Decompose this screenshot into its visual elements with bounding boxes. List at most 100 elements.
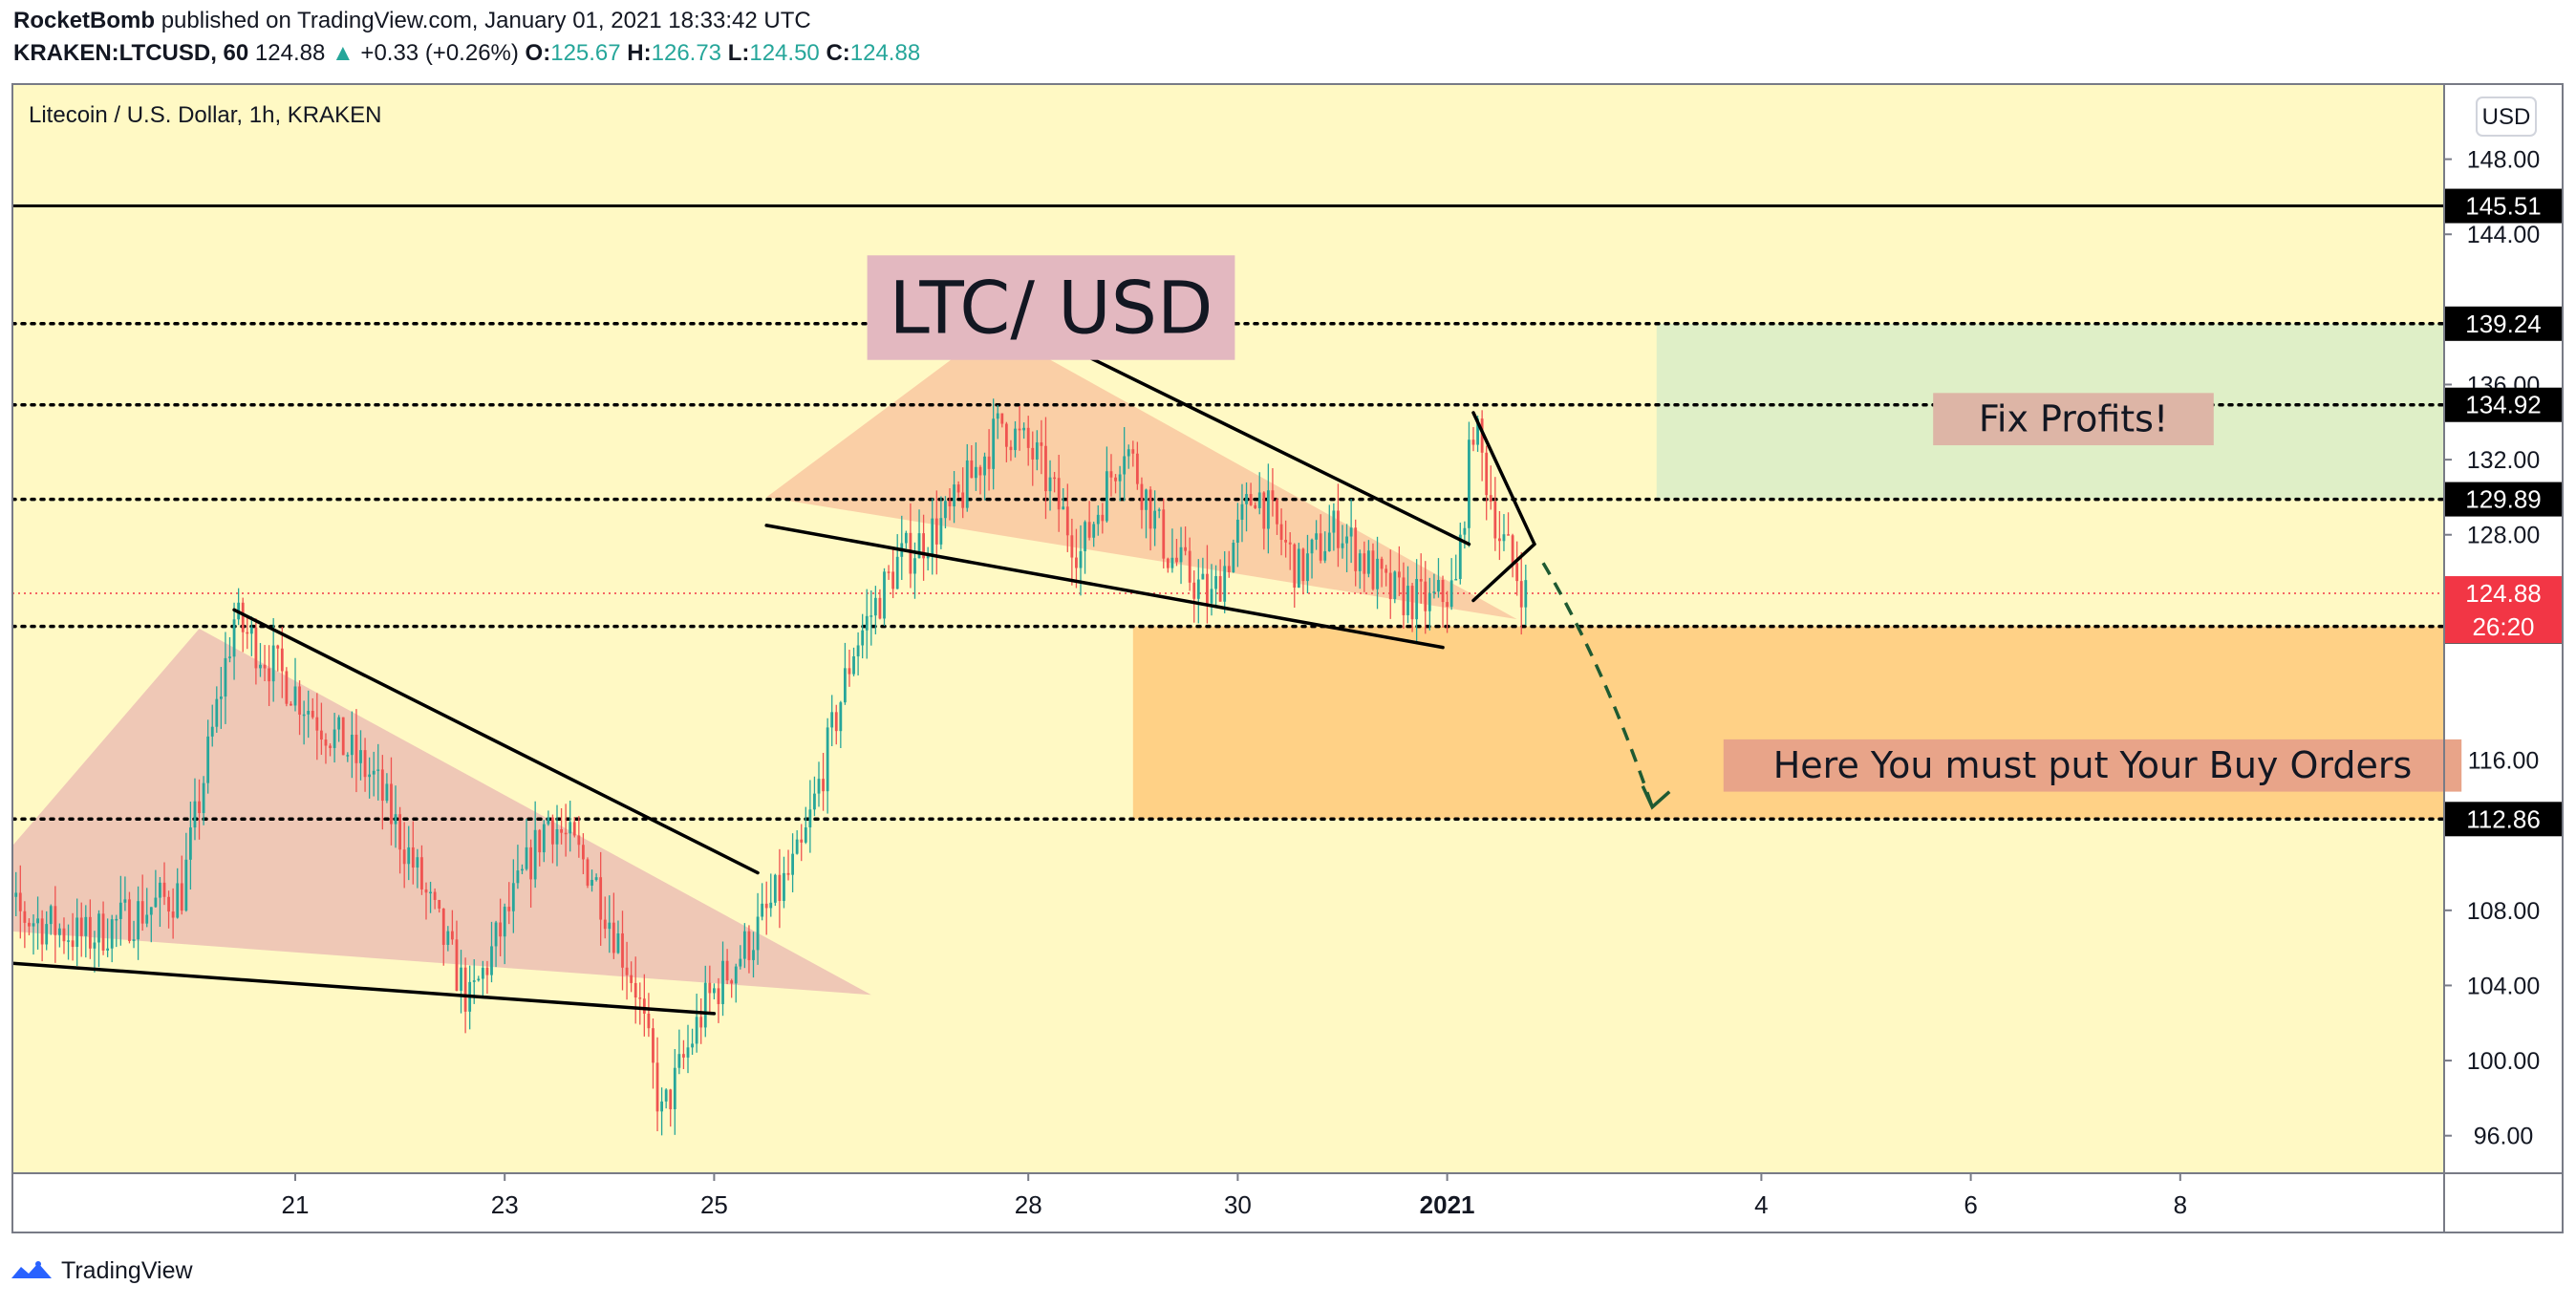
projection-arrow-head	[1641, 784, 1671, 810]
low-label: L:	[727, 40, 750, 66]
candle-body-2020-12-31T21	[1432, 591, 1436, 593]
candle-body-2020-12-22T13	[455, 939, 459, 991]
x-tick-label-4: 4	[1754, 1190, 1768, 1219]
candle-body-2020-12-26T01	[822, 779, 825, 792]
candle-body-2020-12-21T12	[346, 755, 350, 757]
candle-body-2020-12-19T20	[171, 911, 175, 918]
candle-body-2020-12-20T20	[276, 645, 280, 649]
candle-body-2020-12-31T11	[1388, 572, 1392, 600]
candle-body-2020-12-24T00	[608, 922, 612, 930]
high-value: 126.73	[651, 40, 722, 66]
candle-body-2020-12-27T12	[975, 466, 977, 479]
candle-body-2020-12-23T14	[564, 832, 568, 835]
candle-body-2020-12-28T15	[1092, 524, 1096, 538]
candle-body-2020-12-19T16	[154, 897, 158, 908]
candle-body-2020-12-19T10	[128, 899, 131, 941]
candle-body-2020-12-21T08	[329, 745, 332, 748]
tradingview-logo-icon[interactable]	[10, 1259, 54, 1284]
candle-body-2020-12-25T20	[800, 839, 804, 843]
candle-body-2020-12-20T17	[263, 664, 267, 669]
candle-body-2020-12-20T04	[206, 736, 210, 783]
candle-body-2020-12-21T03	[307, 711, 311, 715]
candle-body-2020-12-23T01	[507, 907, 511, 911]
candle-body-2020-12-20T05	[210, 726, 214, 737]
author-name[interactable]: RocketBomb	[13, 8, 156, 33]
candle-body-2020-12-27T03	[934, 518, 938, 545]
candle-body-2020-12-19T04	[101, 913, 105, 951]
ltc-usd-title-group: LTC/ USD	[867, 255, 1235, 360]
candle-body-2020-12-30T14	[1297, 548, 1300, 589]
publish-header: RocketBomb published on TradingView.com,…	[13, 8, 811, 34]
candle-body-2020-12-27T06	[948, 501, 952, 507]
candle-body-2020-12-29T19	[1214, 576, 1217, 589]
x-tick-label-28: 28	[1015, 1190, 1042, 1219]
buy-orders-label-box	[1723, 739, 2462, 792]
axis-layer: 148.00144.00136.00132.00128.00116.00108.…	[282, 147, 2541, 1219]
candle-body-2020-12-20T08	[224, 657, 227, 697]
candle-body-2020-12-19T18	[162, 882, 166, 897]
candle-body-2020-12-21T20	[380, 769, 384, 802]
currency-button[interactable]	[2476, 96, 2537, 137]
candle-body-2020-12-21T16	[363, 750, 367, 778]
candle-body-2020-12-30T20	[1323, 550, 1327, 561]
candle-body-2020-12-19T13	[140, 901, 144, 924]
candle-body-2020-12-25T15	[778, 874, 782, 901]
candle-body-2020-12-26T23	[917, 533, 921, 559]
triangle-1-fill	[12, 629, 871, 996]
candle-body-2021-01-01T08	[1480, 418, 1484, 453]
candle-body-2020-12-24T19	[691, 1043, 694, 1048]
candle-body-2020-12-27T14	[983, 456, 986, 476]
candle-body-2020-12-21T23	[394, 814, 397, 825]
y-tick-label-108.00: 108.00	[2467, 898, 2540, 925]
candle-body-2020-12-19T21	[176, 883, 180, 918]
candle-body-2020-12-23T07	[533, 829, 537, 880]
candle-body-2020-12-30T08	[1271, 490, 1275, 501]
candle-body-2020-12-27T20	[1009, 446, 1013, 451]
candle-body-2020-12-21T11	[341, 717, 345, 756]
candle-body-2020-12-24T14	[669, 1089, 673, 1110]
level-tag-145.51	[2444, 188, 2563, 224]
candle-body-2020-12-24T23	[708, 982, 712, 994]
candle-body-2020-12-25T09	[752, 950, 755, 960]
y-tick-label-116.00: 116.00	[2468, 748, 2540, 775]
candle-body-2020-12-26T15	[883, 571, 886, 619]
candle-body-2020-12-24T22	[703, 982, 707, 1028]
candle-body-2020-12-25T10	[756, 916, 760, 951]
candle-body-2020-12-30T15	[1301, 548, 1305, 582]
candle-body-2020-12-25T16	[783, 872, 785, 901]
candle-body-2020-12-19T07	[115, 918, 118, 921]
candle-body-2020-12-23T08	[538, 829, 542, 853]
candle-body-2020-12-27T23	[1022, 427, 1026, 431]
candle-body-2020-12-27T15	[987, 456, 991, 469]
candle-body-2020-12-23T11	[551, 817, 554, 845]
candle-body-2020-12-30T19	[1319, 533, 1322, 561]
candle-body-2020-12-21T17	[368, 774, 372, 778]
candle-body-2020-12-21T15	[359, 750, 362, 763]
candle-body-2020-12-18T05	[2, 891, 5, 898]
candle-body-2020-12-23T17	[577, 835, 581, 846]
candle-body-2020-12-31T10	[1385, 568, 1388, 573]
buy-orders-label-text: Here You must put Your Buy Orders	[1773, 744, 2413, 786]
change-value: +0.33 (+0.26%)	[360, 40, 519, 66]
candle-body-2021-01-01T11	[1493, 501, 1497, 539]
level-tag-129.89	[2444, 482, 2563, 517]
publish-info: published on TradingView.com, January 01…	[161, 8, 811, 33]
footer-brand[interactable]: TradingView	[61, 1257, 193, 1284]
candle-body-2020-12-20T19	[271, 645, 275, 682]
candle-body-2020-12-26T07	[848, 668, 851, 675]
level-tag-text-112.86: 112.86	[2466, 804, 2541, 833]
symbol-label: KRAKEN:LTCUSD, 60	[13, 40, 249, 66]
ltc-usd-title-box	[867, 255, 1235, 360]
fix-profits-label-box	[1933, 393, 2214, 446]
candle-body-2020-12-23T04	[521, 868, 524, 871]
candle-body-2020-12-20T21	[280, 648, 284, 672]
candle-body-2020-12-23T21	[594, 877, 598, 880]
candle-body-2020-12-19T05	[106, 948, 110, 951]
candle-body-2020-12-20T12	[241, 602, 245, 632]
candle-body-2020-12-29T11	[1179, 546, 1183, 563]
candle-body-2020-12-22T02	[407, 846, 411, 865]
candle-body-2020-12-25T07	[742, 931, 746, 959]
candle-body-2020-12-29T22	[1227, 566, 1231, 572]
candle-body-2021-01-01T14	[1507, 534, 1510, 536]
